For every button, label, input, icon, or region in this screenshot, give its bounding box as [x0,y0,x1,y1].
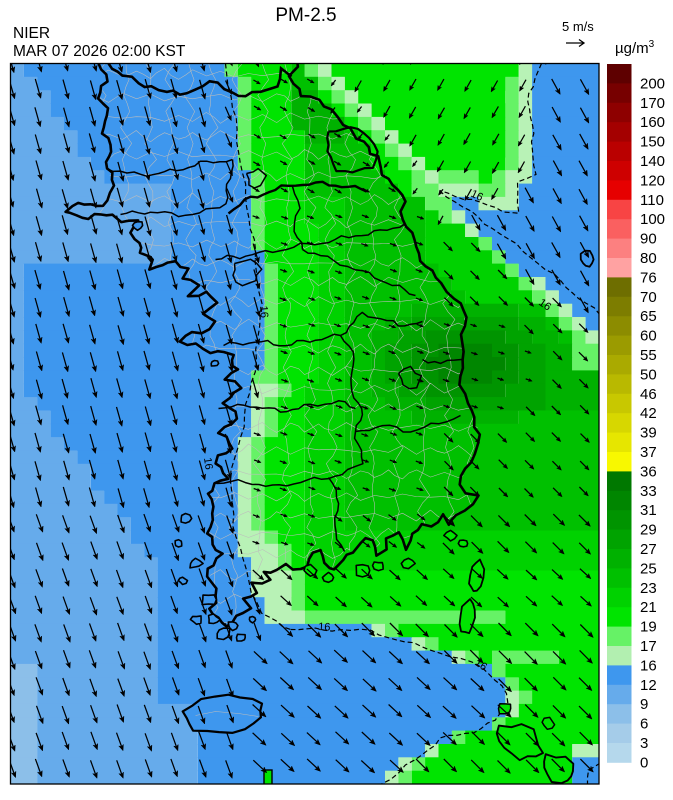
svg-text:90: 90 [640,231,657,248]
svg-text:0: 0 [640,754,648,771]
svg-text:60: 60 [640,328,657,345]
svg-text:46: 46 [640,386,657,403]
svg-text:9: 9 [640,696,648,713]
svg-text:65: 65 [640,308,657,325]
svg-text:29: 29 [640,522,657,539]
svg-text:70: 70 [640,289,657,306]
svg-text:16: 16 [201,457,215,471]
svg-text:µg/m3: µg/m3 [615,39,655,57]
svg-text:100: 100 [640,211,665,228]
svg-text:16: 16 [640,657,657,674]
svg-text:25: 25 [640,560,657,577]
svg-text:36: 36 [640,463,657,480]
svg-text:150: 150 [640,134,665,151]
svg-text:76: 76 [640,269,657,286]
svg-text:23: 23 [640,580,657,597]
svg-text:80: 80 [640,250,657,267]
svg-text:200: 200 [640,75,665,92]
svg-text:16: 16 [318,621,331,634]
svg-text:16: 16 [469,188,485,204]
svg-text:33: 33 [640,483,657,500]
svg-text:16: 16 [257,305,270,318]
svg-text:6: 6 [640,716,648,733]
svg-text:12: 12 [640,677,657,694]
svg-text:160: 160 [640,114,665,131]
svg-text:50: 50 [640,366,657,383]
svg-text:3: 3 [640,735,648,752]
svg-text:PM-2.5: PM-2.5 [275,5,336,26]
svg-text:19: 19 [640,619,657,636]
svg-text:16: 16 [536,297,553,314]
svg-text:16: 16 [472,657,489,674]
svg-text:120: 120 [640,172,665,189]
svg-text:55: 55 [640,347,657,364]
svg-text:140: 140 [640,153,665,170]
svg-text:17: 17 [640,638,657,655]
svg-text:27: 27 [640,541,657,558]
svg-text:170: 170 [640,95,665,112]
svg-text:39: 39 [640,425,657,442]
svg-text:MAR 07 2026 02:00 KST: MAR 07 2026 02:00 KST [13,43,186,60]
svg-text:21: 21 [640,599,657,616]
svg-text:31: 31 [640,502,657,519]
svg-text:110: 110 [640,192,664,209]
svg-text:37: 37 [640,444,657,461]
svg-text:42: 42 [640,405,657,422]
svg-text:NIER: NIER [13,25,50,42]
svg-text:5 m/s: 5 m/s [562,19,594,34]
